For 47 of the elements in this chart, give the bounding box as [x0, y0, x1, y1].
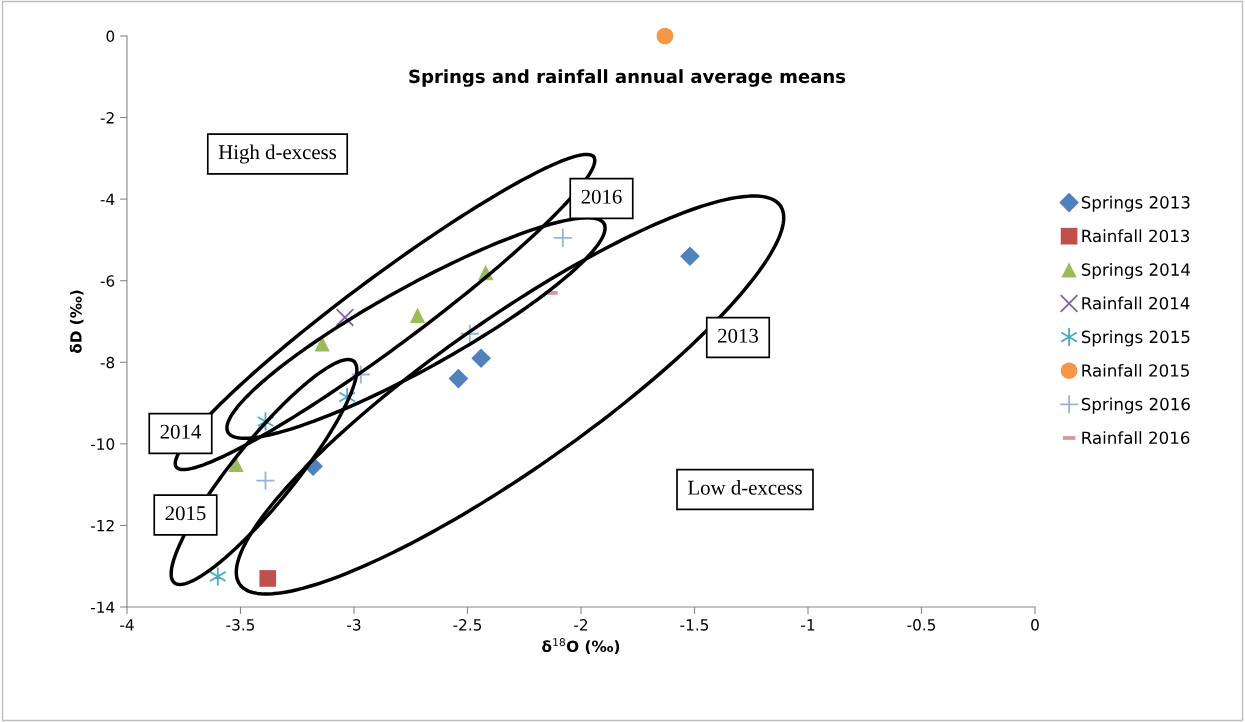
point [459, 323, 480, 344]
point [448, 368, 469, 389]
legend-label: Springs 2013 [1081, 195, 1190, 212]
point [335, 308, 355, 327]
annotation: 2013 [718, 328, 759, 343]
x-tick-label: -4 [120, 619, 134, 631]
x-tick-label: -3 [347, 619, 361, 631]
annotation: 2016 [581, 189, 622, 204]
y-tick-label: -2 [100, 112, 114, 124]
x-tick-label: -2.5 [453, 619, 482, 631]
legend-label: Rainfall 2014 [1082, 296, 1190, 310]
point [259, 570, 277, 587]
point [314, 336, 330, 352]
legend-label: Rainfall 2016 [1082, 431, 1190, 445]
x-tick-label: -1 [801, 619, 815, 631]
y-tick-label: -10 [90, 438, 115, 450]
point [350, 364, 371, 385]
point [656, 27, 674, 45]
text: Springs and rainfall annual average means [409, 69, 846, 87]
y-axis-title: δD (‰) [69, 290, 84, 354]
point [680, 246, 700, 267]
point [552, 227, 573, 248]
legend-label: Springs 2015 [1081, 330, 1190, 347]
y-tick-label: -8 [100, 356, 115, 369]
x-tick-label: -1.5 [680, 619, 709, 631]
annotation: Low d-excess [688, 480, 802, 495]
x-tick-label: 0 [1031, 619, 1039, 631]
y-tick-label: -4 [100, 193, 115, 205]
x-axis-title: δ$^{18}$O (‰) [542, 638, 620, 654]
legend-label: Springs 2016 [1081, 397, 1190, 414]
y-tick-label: -12 [90, 519, 114, 532]
point [255, 470, 276, 491]
point [471, 348, 491, 369]
y-tick-label: -14 [90, 601, 115, 613]
legend-label: Rainfall 2013 [1082, 229, 1190, 243]
point [409, 307, 426, 324]
x-tick-label: -2 [574, 619, 588, 631]
annotation: 2015 [165, 506, 206, 521]
annotation: 2014 [160, 424, 202, 439]
annotation: High d-excess [218, 144, 337, 164]
x-tick-label: -0.5 [907, 619, 936, 631]
y-tick-label: 0 [106, 30, 115, 43]
legend-label: Springs 2014 [1081, 262, 1190, 280]
point [209, 566, 227, 587]
x-tick-label: -3.5 [226, 619, 255, 631]
legend-label: Rainfall 2015 [1082, 363, 1189, 377]
y-tick-label: -6 [100, 275, 115, 287]
